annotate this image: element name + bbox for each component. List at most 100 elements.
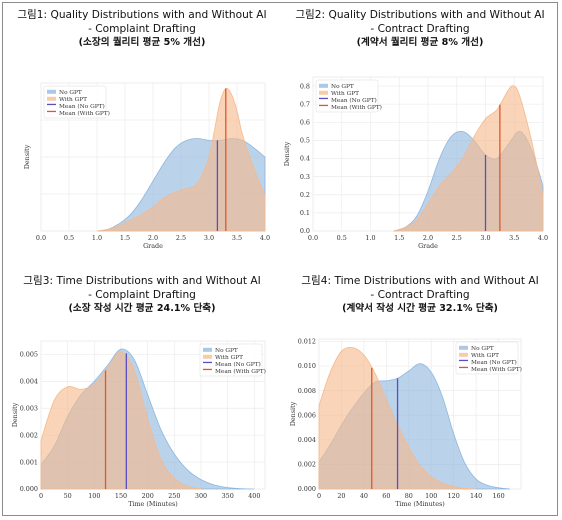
x-tick-label: 50 xyxy=(64,492,72,500)
y-tick-label: 0.3 xyxy=(300,173,310,181)
x-tick-label: 1.5 xyxy=(120,234,130,242)
chart-subtitle: (계약서 작성 시간 평균 32.1% 단축) xyxy=(342,302,498,314)
chart-2-plot: 0.0 0.5 1.0 1.5 2.0 2.5 3.0 3.5 4.0 0.0 0.1 0.2 0.3 0… xyxy=(283,76,548,250)
legend-box xyxy=(199,343,263,377)
y-tick-label: 0.002 xyxy=(298,461,316,469)
x-tick-label: 20 xyxy=(337,492,345,500)
title-line-1: 그림3: Time Distributions with and Without… xyxy=(23,275,261,287)
y-tick-label: 0.006 xyxy=(298,411,316,419)
legend-swatch xyxy=(319,97,328,100)
x-axis-label: Grade xyxy=(418,242,438,250)
legend-swatch xyxy=(47,103,56,106)
title-line-1: 그림1: Quality Distributions with and With… xyxy=(17,9,267,21)
x-tick-label: 250 xyxy=(168,492,180,500)
y-axis-label: Density xyxy=(289,401,297,426)
figure-frame: 그림1: Quality Distributions with and With… xyxy=(2,2,558,516)
chart-title-4: 그림4: Time Distributions with and Without… xyxy=(281,275,559,316)
x-tick-label: 0.0 xyxy=(308,234,318,242)
legend-entry: Mean (No GPT) xyxy=(59,103,105,110)
legend-swatch xyxy=(319,104,328,107)
x-tick-label: 150 xyxy=(115,492,127,500)
x-tick-label: 100 xyxy=(425,492,437,500)
x-tick-label: 0.5 xyxy=(64,234,74,242)
series-area-with-gpt xyxy=(40,351,202,490)
chart-subtitle: (계약서 퀄리티 평균 8% 개선) xyxy=(356,36,484,48)
legend-entry: With GPT xyxy=(471,353,499,359)
legend-swatch xyxy=(203,368,212,371)
legend-swatch xyxy=(459,345,468,350)
x-tick-label: 0.5 xyxy=(337,234,347,242)
chart-title-3: 그림3: Time Distributions with and Without… xyxy=(3,275,281,316)
legend-swatch xyxy=(203,347,212,352)
legend-entry: No GPT xyxy=(471,346,494,352)
legend-swatch xyxy=(459,366,468,369)
legend-swatch xyxy=(319,90,328,95)
legend-entry: No GPT xyxy=(331,84,354,90)
x-axis-label: Time (Minutes) xyxy=(128,500,178,508)
legend-swatch xyxy=(203,354,212,359)
x-tick-label: 80 xyxy=(405,492,413,500)
x-tick-label: 3.5 xyxy=(232,234,242,242)
x-tick-label: 1.0 xyxy=(365,234,375,242)
series-area-with-gpt xyxy=(393,85,544,232)
y-tick-label: 0.0 xyxy=(300,227,310,235)
legend-box xyxy=(43,85,107,119)
x-tick-label: 1.0 xyxy=(92,234,102,242)
legend-entry: With GPT xyxy=(215,355,243,361)
x-tick-label: 0.0 xyxy=(36,234,46,242)
x-tick-label: 140 xyxy=(470,492,482,500)
series-area-with-gpt xyxy=(96,87,266,232)
x-tick-label: 0 xyxy=(39,492,43,500)
y-tick-label: 0.002 xyxy=(20,431,38,439)
x-tick-label: 200 xyxy=(142,492,154,500)
x-tick-label: 2.5 xyxy=(452,234,462,242)
x-tick-label: 4.0 xyxy=(538,234,548,242)
legend-entry: Mean (With GPT) xyxy=(215,368,266,375)
x-tick-label: 40 xyxy=(360,492,368,500)
title-line-2: - Complaint Drafting xyxy=(88,288,196,301)
legend-swatch xyxy=(47,89,56,94)
legend-swatch xyxy=(319,83,328,88)
y-tick-label: 0.004 xyxy=(298,436,316,444)
chart-title-2: 그림2: Quality Distributions with and With… xyxy=(281,9,559,50)
y-tick-label: 0.008 xyxy=(298,387,316,395)
chart-3-plot: 0 50 100 150 200 250 300 350 400 0.000 0.001 0.002 0… xyxy=(11,340,266,508)
legend-entry: Mean (No GPT) xyxy=(471,359,517,366)
x-axis-label: Time (Minutes) xyxy=(395,500,445,508)
chart-1-plot: 0.0 0.5 1.0 1.5 2.0 2.5 3.0 3.5 4.0 Grade Density N… xyxy=(23,82,270,250)
legend-swatch xyxy=(47,110,56,113)
y-tick-label: 0.5 xyxy=(300,137,310,145)
chart-subtitle: (소장의 퀄리티 평균 5% 개선) xyxy=(78,36,206,48)
chart-panel-4: 그림4: Time Distributions with and Without… xyxy=(281,261,559,517)
x-tick-label: 2.0 xyxy=(148,234,158,242)
legend-box xyxy=(455,341,519,375)
legend-entry: No GPT xyxy=(215,348,238,354)
chart-4-plot: 0 20 40 60 80 100 120 140 160 0.000 0.002 0.004 0.00… xyxy=(289,338,522,508)
x-tick-label: 350 xyxy=(222,492,234,500)
y-tick-label: 0.000 xyxy=(20,485,38,493)
legend-swatch xyxy=(459,352,468,357)
chart-panel-1: 그림1: Quality Distributions with and With… xyxy=(3,3,281,261)
y-tick-label: 0.012 xyxy=(298,338,316,346)
x-tick-label: 3.5 xyxy=(509,234,519,242)
legend-swatch xyxy=(459,359,468,362)
y-axis-label: Density xyxy=(283,141,291,166)
chart-panel-3: 그림3: Time Distributions with and Without… xyxy=(3,261,281,517)
x-tick-label: 2.0 xyxy=(423,234,433,242)
chart-panel-2: 그림2: Quality Distributions with and With… xyxy=(281,3,559,261)
x-tick-label: 160 xyxy=(492,492,504,500)
x-tick-label: 3.0 xyxy=(204,234,214,242)
y-tick-label: 0.1 xyxy=(300,209,310,217)
x-tick-label: 3.0 xyxy=(480,234,490,242)
legend-entry: Mean (With GPT) xyxy=(331,104,382,111)
title-line-2: - Contract Drafting xyxy=(370,288,470,301)
legend-entry: With GPT xyxy=(331,91,359,97)
y-tick-label: 0.2 xyxy=(300,191,310,199)
title-line-1: 그림4: Time Distributions with and Without… xyxy=(301,275,539,287)
y-axis-label: Density xyxy=(11,402,19,427)
legend-entry: No GPT xyxy=(59,90,82,96)
